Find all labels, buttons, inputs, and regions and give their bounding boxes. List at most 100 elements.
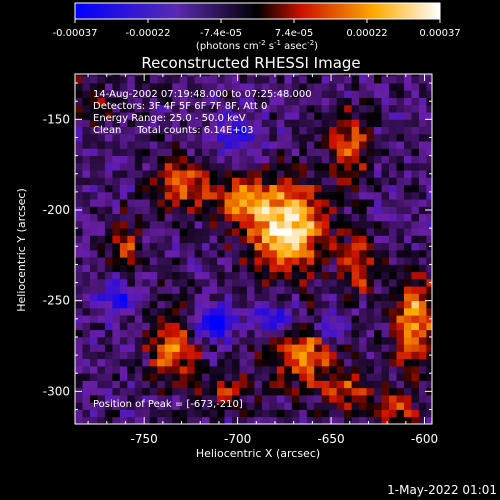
heatmap-cell — [269, 329, 278, 338]
heatmap-cell — [389, 373, 397, 381]
heatmap-cell — [172, 351, 181, 360]
heatmap-cell — [104, 315, 113, 323]
heatmap-cell — [232, 206, 240, 215]
heatmap-cell — [202, 380, 210, 389]
heatmap-cell — [389, 155, 397, 164]
heatmap-cell — [239, 206, 248, 215]
heatmap-cell — [426, 83, 432, 91]
heatmap-cell — [224, 416, 233, 424]
heatmap-cell — [314, 416, 323, 424]
heatmap-cell — [217, 199, 225, 207]
heatmap-cell — [82, 235, 91, 244]
heatmap-cell — [97, 257, 106, 265]
heatmap-cell — [299, 112, 308, 120]
heatmap-cell — [97, 170, 106, 178]
heatmap-cell — [202, 257, 210, 265]
heatmap-cell — [97, 104, 106, 113]
heatmap-cell — [202, 409, 210, 418]
heatmap-cell — [75, 394, 83, 403]
heatmap-cell — [314, 75, 323, 84]
heatmap-cell — [269, 351, 278, 360]
heatmap-cell — [209, 242, 218, 251]
heatmap-cell — [134, 112, 143, 120]
heatmap-cell — [75, 228, 83, 236]
heatmap-cell — [389, 329, 397, 338]
heatmap-cell — [314, 293, 323, 302]
heatmap-cell — [97, 177, 106, 186]
heatmap-cell — [209, 271, 218, 280]
heatmap-cell — [291, 409, 300, 418]
heatmap-cell — [97, 329, 106, 338]
heatmap-cell — [411, 206, 420, 215]
heatmap-cell — [403, 162, 412, 171]
heatmap-cell — [411, 286, 420, 294]
heatmap-cell — [269, 83, 278, 91]
heatmap-cell — [194, 242, 203, 251]
heatmap-cell — [306, 373, 315, 381]
heatmap-cell — [329, 90, 338, 98]
heatmap-cell — [134, 358, 143, 367]
heatmap-cell — [291, 148, 300, 156]
heatmap-cell — [344, 126, 353, 135]
heatmap-cell — [232, 177, 240, 186]
heatmap-cell — [291, 213, 300, 222]
heatmap-cell — [246, 322, 255, 331]
heatmap-cell — [119, 242, 128, 251]
heatmap-cell — [351, 213, 360, 222]
heatmap-cell — [172, 220, 181, 229]
heatmap-cell — [194, 155, 203, 164]
heatmap-cell — [314, 90, 323, 98]
heatmap-cell — [187, 141, 196, 149]
heatmap-cell — [232, 75, 240, 84]
heatmap-cell — [396, 119, 405, 127]
heatmap-cell — [359, 104, 367, 113]
heatmap-cell — [254, 257, 263, 265]
heatmap-cell — [217, 380, 225, 389]
heatmap-cell — [351, 177, 360, 186]
heatmap-cell — [104, 199, 113, 207]
heatmap-cell — [351, 416, 360, 424]
heatmap-cell — [187, 75, 196, 84]
heatmap-cell — [179, 104, 188, 113]
heatmap-cell — [374, 97, 382, 106]
heatmap-cell — [403, 409, 412, 418]
heatmap-cell — [396, 213, 405, 222]
heatmap-cell — [284, 380, 293, 389]
heatmap-cell — [194, 380, 203, 389]
heatmap-cell — [254, 278, 263, 287]
heatmap-cell — [291, 191, 300, 200]
heatmap-cell — [306, 126, 315, 135]
heatmap-cell — [239, 74, 248, 77]
heatmap-cell — [172, 242, 181, 251]
heatmap-cell — [149, 249, 158, 258]
heatmap-cell — [291, 184, 300, 193]
heatmap-cell — [254, 133, 263, 142]
heatmap-cell — [209, 409, 218, 418]
heatmap-cell — [179, 83, 188, 91]
heatmap-cell — [291, 97, 300, 106]
heatmap-cell — [164, 373, 173, 381]
colorbar-tick-label: -7.4e-05 — [200, 28, 242, 39]
heatmap-cell — [291, 416, 300, 424]
heatmap-cell — [329, 83, 338, 91]
heatmap-cell — [418, 141, 427, 149]
heatmap-cell — [82, 394, 91, 403]
heatmap-cell — [187, 351, 196, 360]
heatmap-cell — [209, 329, 218, 338]
heatmap-cell — [75, 329, 83, 338]
heatmap-cell — [411, 336, 420, 345]
heatmap-cell — [366, 257, 375, 265]
heatmap-cell — [284, 162, 293, 171]
heatmap-cell — [291, 380, 300, 389]
heatmap-cell — [172, 141, 181, 149]
heatmap-cell — [276, 191, 285, 200]
heatmap-cell — [172, 162, 181, 171]
heatmap-cell — [418, 75, 427, 84]
heatmap-cell — [164, 336, 173, 345]
heatmap-cell — [359, 199, 367, 207]
heatmap-cell — [366, 409, 375, 418]
heatmap-cell — [284, 206, 293, 215]
heatmap-cell — [381, 329, 390, 338]
heatmap-cell — [403, 242, 412, 251]
heatmap-cell — [366, 155, 375, 164]
